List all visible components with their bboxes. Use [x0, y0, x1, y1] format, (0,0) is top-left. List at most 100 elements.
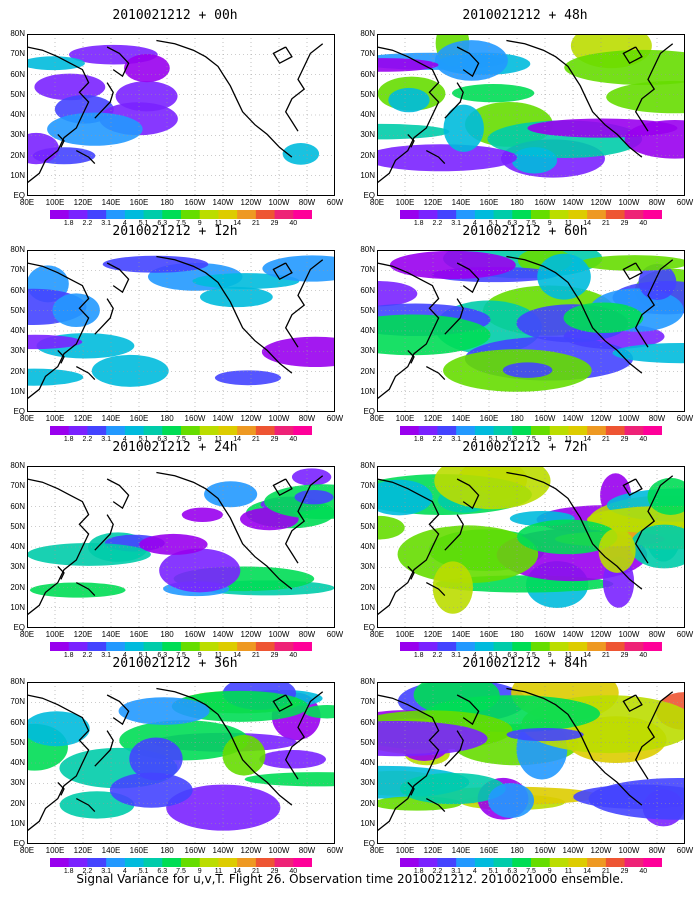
colorbar-swatch — [237, 642, 257, 651]
colorbar-swatch — [218, 210, 238, 219]
lat-label: 60N — [360, 285, 375, 295]
colorbar-label: 5.1 — [138, 868, 149, 875]
colorbar-label: 29 — [620, 220, 629, 227]
colorbar-label: 3.1 — [101, 652, 112, 659]
coastline — [407, 781, 415, 796]
lon-label: 60W — [326, 198, 344, 207]
coastline — [425, 150, 446, 165]
lon-label: 160E — [129, 414, 149, 423]
colorbar-label: 1.8 — [413, 220, 424, 227]
variance-contour — [129, 737, 183, 781]
colorbar-label: 4 — [122, 436, 127, 443]
colorbar-label: 14 — [233, 652, 242, 659]
colorbar-label: 21 — [251, 436, 260, 443]
variance-map — [27, 466, 335, 628]
colorbar-label: 21 — [251, 868, 260, 875]
coastline — [106, 46, 130, 78]
lat-label: 40N — [360, 326, 375, 335]
lon-label: 100E — [395, 630, 415, 639]
colorbar-swatch — [106, 426, 126, 435]
lat-label: 30N — [360, 778, 375, 788]
lon-label: 160E — [479, 414, 499, 423]
lon-label: 180 — [510, 846, 524, 855]
variance-contour — [488, 783, 535, 818]
lat-label: 30N — [360, 562, 375, 572]
map-panel: 2010021212 + 72h 80N 70N 60N 50N 40N 30N 20N 10N… — [355, 440, 695, 660]
lat-label: 30N — [360, 130, 375, 140]
lon-label: 140W — [562, 846, 584, 855]
variance-contour — [377, 144, 518, 172]
variance-contour — [139, 533, 208, 555]
coastline — [57, 781, 65, 796]
coastline — [94, 730, 114, 767]
coastline — [27, 478, 90, 616]
lon-label: 140E — [101, 198, 121, 207]
lon-label: 180 — [160, 198, 174, 207]
lat-label: 60N — [10, 501, 25, 511]
colorbar-label: 5.1 — [138, 652, 149, 659]
colorbar-swatch — [456, 858, 476, 867]
coastline — [156, 687, 293, 806]
colorbar-swatch — [124, 858, 145, 867]
variance-contour — [377, 314, 491, 356]
colorbar-label: 11 — [214, 220, 223, 227]
lon-label: 160E — [129, 630, 149, 639]
colorbar-swatch — [255, 210, 276, 219]
variance-contour — [452, 84, 535, 103]
coastline — [284, 43, 324, 132]
coastline — [634, 475, 674, 564]
coastline — [377, 262, 440, 400]
colorbar-swatch — [512, 642, 532, 651]
coastline — [57, 565, 65, 580]
variance-contour — [27, 711, 90, 747]
colorbar-swatch — [106, 642, 126, 651]
colorbar-swatch — [50, 858, 70, 867]
coastline — [456, 46, 480, 78]
variance-contour — [47, 112, 143, 146]
lon-label: 160E — [129, 198, 149, 207]
colorbar-label: 7.5 — [526, 652, 536, 659]
colorbar-swatch — [474, 210, 495, 219]
lon-label: 80W — [298, 846, 316, 855]
map-panel: 2010021212 + 00h 80N 70N 60N 50N 40N 30N 20N 10N… — [5, 8, 345, 228]
lon-label: 140E — [451, 198, 471, 207]
lon-label: 140E — [101, 414, 121, 423]
variance-contour — [443, 104, 484, 152]
colorbar-label: 40 — [289, 220, 298, 227]
lat-label: 80N — [10, 245, 25, 254]
lon-label: 80E — [369, 414, 385, 423]
coastline — [106, 694, 130, 726]
colorbar-label: 4 — [472, 436, 477, 443]
colorbar-swatch — [437, 858, 457, 867]
colorbar-label: 11 — [214, 652, 223, 659]
lon-label: 100W — [268, 846, 290, 855]
colorbar-label: 6.3 — [157, 220, 168, 227]
lon-label: 100E — [395, 198, 415, 207]
colorbar-label: 9 — [547, 220, 552, 227]
colorbar — [50, 858, 312, 867]
coastline — [27, 46, 90, 184]
lon-label: 60W — [676, 846, 694, 855]
variance-contour — [304, 704, 335, 719]
colorbar-label: 2.2 — [82, 868, 93, 875]
colorbar-swatch — [568, 642, 588, 651]
variance-contour — [27, 56, 85, 71]
variance-contour — [102, 255, 209, 273]
variance-map — [377, 34, 685, 196]
colorbar-swatch — [124, 426, 145, 435]
coastline — [377, 478, 440, 616]
colorbar-label: 5.1 — [488, 868, 499, 875]
map-panel: 2010021212 + 24h 80N 70N 60N 50N 40N 30N 20N 10N… — [5, 440, 345, 660]
colorbar-swatch — [549, 210, 569, 219]
colorbar-swatch — [87, 642, 107, 651]
coastline — [377, 694, 440, 832]
coastline — [634, 43, 674, 132]
lon-label: 120W — [240, 414, 262, 423]
lon-label: 140W — [212, 414, 234, 423]
variance-contour — [261, 336, 335, 368]
lat-label: 50N — [360, 305, 375, 315]
coastline — [284, 259, 324, 348]
colorbar-swatch — [400, 426, 420, 435]
variance-contour — [511, 147, 558, 174]
lon-label: 60W — [676, 630, 694, 639]
